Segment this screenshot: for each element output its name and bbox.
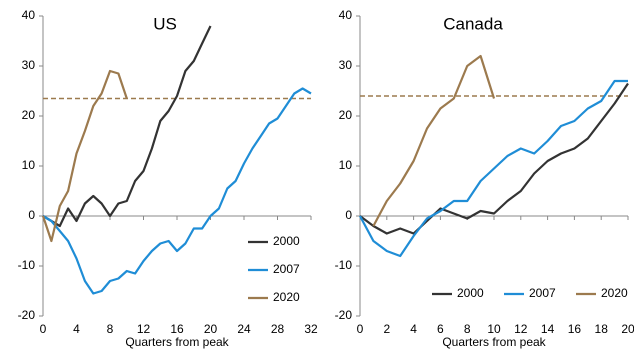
series-line xyxy=(42,25,212,228)
x-tick-label: 24 xyxy=(237,322,251,336)
x-tick-label: 14 xyxy=(541,322,555,336)
x-tick-label: 12 xyxy=(137,322,151,336)
legend-label: 2020 xyxy=(601,286,628,300)
x-tick-label: 16 xyxy=(170,322,184,336)
y-tick-label: -20 xyxy=(335,308,353,322)
x-tick-label: 6 xyxy=(437,322,444,336)
series-line xyxy=(42,87,312,295)
x-tick-label: 12 xyxy=(514,322,528,336)
chart-title: Canada xyxy=(443,14,503,33)
y-tick-label: 0 xyxy=(28,208,35,222)
y-tick-label: -10 xyxy=(335,258,353,272)
y-tick-label: 40 xyxy=(22,8,36,22)
x-tick-label: 4 xyxy=(73,322,80,336)
y-tick-label: 10 xyxy=(22,158,36,172)
x-tick-label: 20 xyxy=(621,322,634,336)
y-tick-label: -10 xyxy=(18,258,36,272)
x-tick-label: 4 xyxy=(410,322,417,336)
y-tick-label: 40 xyxy=(339,8,353,22)
y-tick-label: 20 xyxy=(339,108,353,122)
x-tick-label: 8 xyxy=(107,322,114,336)
legend-label: 2007 xyxy=(273,262,300,276)
series-line xyxy=(41,69,128,243)
legend-label: 2020 xyxy=(273,290,300,304)
y-tick-label: -20 xyxy=(18,308,36,322)
x-tick-label: 18 xyxy=(595,322,609,336)
legend-label: 2007 xyxy=(529,286,556,300)
x-axis-label: Quarters from peak xyxy=(442,335,546,349)
x-tick-label: 0 xyxy=(357,322,364,336)
x-tick-label: 8 xyxy=(464,322,471,336)
legend-label: 2000 xyxy=(457,286,484,300)
x-tick-label: 10 xyxy=(487,322,501,336)
x-tick-label: 28 xyxy=(271,322,285,336)
x-tick-label: 20 xyxy=(204,322,218,336)
legend-label: 2000 xyxy=(273,234,300,248)
x-axis-label: Quarters from peak xyxy=(125,335,229,349)
y-tick-label: 30 xyxy=(22,58,36,72)
x-tick-label: 0 xyxy=(40,322,47,336)
y-tick-label: 20 xyxy=(22,108,36,122)
x-tick-label: 32 xyxy=(304,322,318,336)
x-tick-label: 16 xyxy=(568,322,582,336)
chart-title: US xyxy=(153,14,177,33)
y-tick-label: 30 xyxy=(339,58,353,72)
series-line xyxy=(359,79,628,258)
y-tick-label: 0 xyxy=(345,208,352,222)
series-line xyxy=(359,82,629,235)
series-line xyxy=(372,54,496,227)
x-tick-label: 2 xyxy=(383,322,390,336)
y-tick-label: 10 xyxy=(339,158,353,172)
